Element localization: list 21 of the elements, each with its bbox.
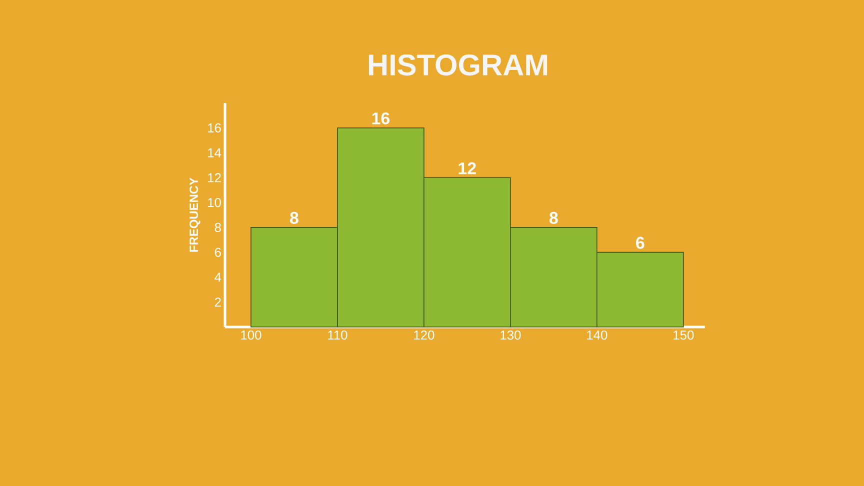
- y-tick-label: 6: [214, 248, 221, 257]
- y-axis-title: FREQUENCY: [190, 178, 200, 252]
- x-tick-label: 120: [414, 330, 434, 340]
- data-label: 8: [549, 212, 558, 224]
- x-tick-label: 150: [674, 330, 694, 340]
- y-tick-label: 2: [214, 298, 221, 307]
- y-tick-label: 4: [214, 272, 222, 282]
- chart-title: HISTOGRAM: [368, 54, 548, 76]
- data-label: 12: [458, 162, 476, 174]
- y-tick-label: 12: [208, 173, 221, 182]
- x-tick-label: 100: [241, 330, 262, 340]
- data-label: 6: [636, 236, 644, 249]
- x-tick-label: 140: [587, 330, 608, 340]
- x-tick-label: 110: [328, 330, 348, 340]
- data-label: 8: [290, 212, 298, 224]
- y-tick-label: 14: [208, 148, 222, 158]
- x-tick-label: 130: [500, 330, 521, 340]
- y-tick-label: 8: [214, 222, 221, 232]
- y-tick-label: 10: [208, 198, 221, 208]
- data-label: 16: [372, 112, 390, 124]
- y-tick-label: 16: [208, 123, 221, 132]
